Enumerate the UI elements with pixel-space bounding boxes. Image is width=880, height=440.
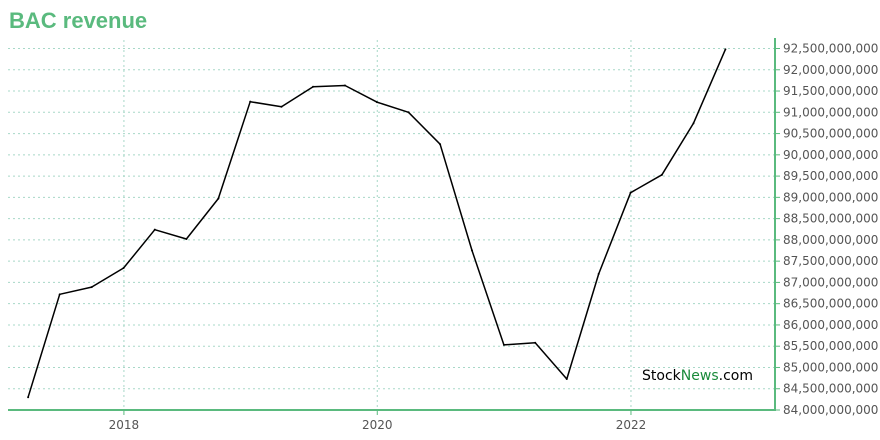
data-point	[565, 377, 568, 380]
y-tick-label: 89,000,000,000	[783, 190, 878, 204]
y-tick-label: 90,000,000,000	[783, 148, 878, 162]
y-tick-label: 84,500,000,000	[783, 382, 878, 396]
y-tick-label: 89,500,000,000	[783, 169, 878, 183]
data-point	[280, 105, 283, 108]
data-point	[724, 48, 727, 51]
y-tick-label: 87,500,000,000	[783, 254, 878, 268]
data-point	[375, 101, 378, 104]
watermark-news: News	[681, 368, 719, 384]
data-point	[217, 197, 220, 200]
data-point	[153, 228, 156, 231]
data-point	[27, 396, 30, 399]
data-point	[122, 266, 125, 269]
y-tick-label: 84,000,000,000	[783, 403, 878, 417]
data-point	[597, 272, 600, 275]
data-point	[90, 286, 93, 289]
y-tick-label: 90,500,000,000	[783, 127, 878, 141]
watermark-stock: Stock	[642, 368, 682, 384]
data-point	[439, 143, 442, 146]
data-point	[692, 122, 695, 125]
data-point	[249, 100, 252, 103]
chart-title: BAC revenue	[9, 8, 148, 33]
y-tick-label: 92,500,000,000	[783, 42, 878, 56]
y-tick-label: 86,000,000,000	[783, 318, 878, 332]
data-point	[660, 173, 663, 176]
y-tick-label: 85,000,000,000	[783, 360, 878, 374]
watermark: StockNews.com	[642, 368, 753, 384]
data-point	[407, 111, 410, 114]
data-point	[343, 84, 346, 87]
data-point	[58, 293, 61, 296]
data-point	[502, 343, 505, 346]
tick-labels: 84,000,000,000 84,500,000,000 85,000,000,0…	[109, 42, 879, 432]
gridlines	[8, 40, 775, 411]
data-point	[629, 191, 632, 194]
data-point	[312, 85, 315, 88]
data-point	[185, 238, 188, 241]
y-tick-label: 91,500,000,000	[783, 84, 878, 98]
x-tick-label: 2020	[362, 418, 393, 432]
y-tick-label: 87,000,000,000	[783, 275, 878, 289]
y-tick-label: 85,500,000,000	[783, 339, 878, 353]
y-tick-label: 88,500,000,000	[783, 212, 878, 226]
watermark-com: .com	[719, 368, 753, 384]
data-point	[534, 341, 537, 344]
x-tick-label: 2018	[109, 418, 140, 432]
axes	[8, 38, 780, 415]
y-tick-label: 92,000,000,000	[783, 63, 878, 77]
x-tick-label: 2022	[616, 418, 647, 432]
y-tick-label: 86,500,000,000	[783, 297, 878, 311]
data-point	[471, 249, 474, 252]
series-layer	[27, 48, 727, 399]
y-tick-label: 88,000,000,000	[783, 233, 878, 247]
y-tick-label: 91,000,000,000	[783, 105, 878, 119]
